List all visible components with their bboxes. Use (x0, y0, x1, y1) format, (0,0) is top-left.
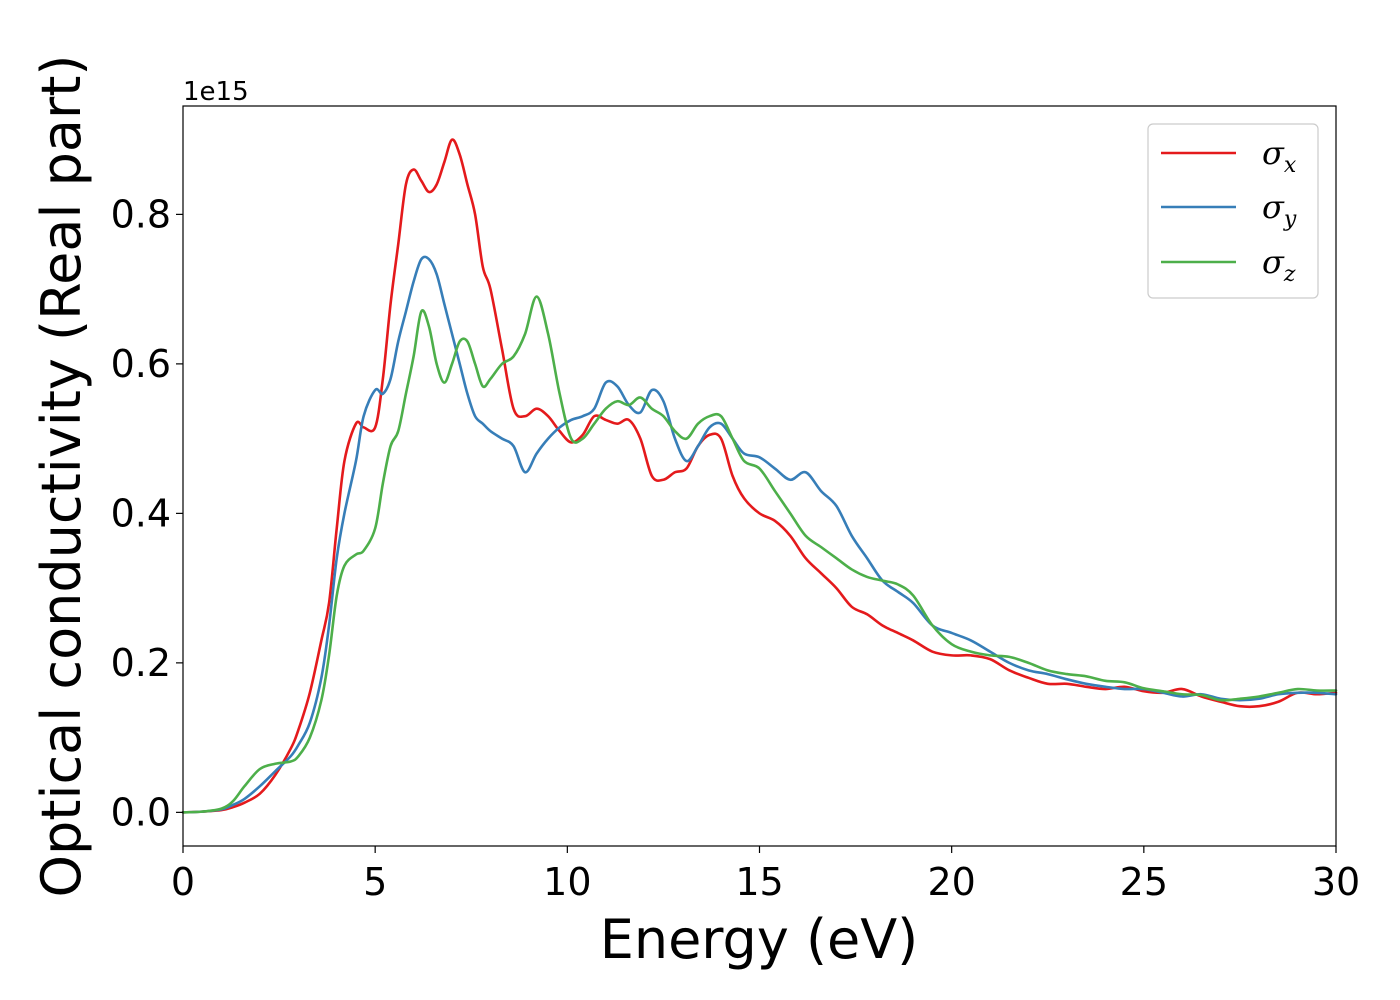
x-tick-label: 20 (927, 860, 975, 904)
x-tick-label: 5 (363, 860, 387, 904)
series-layer (181, 138, 1338, 814)
y-exponent-label: 1e15 (183, 77, 249, 107)
x-axis: 0 5 10 15 20 25 30 (171, 846, 1360, 904)
x-tick-label: 10 (543, 860, 591, 904)
legend-label-subscript: x (1284, 153, 1297, 178)
legend-label-subscript: z (1283, 262, 1296, 287)
x-axis-title: Energy (eV) (600, 908, 919, 971)
y-axis-title: Optical conductivity (Real part) (30, 55, 93, 898)
series-line-z (181, 295, 1338, 814)
y-tick-label: 0.8 (111, 192, 171, 236)
legend-box (1147, 123, 1319, 299)
series-line-y (181, 255, 1338, 814)
y-tick-label: 0.4 (111, 491, 171, 535)
x-tick-label: 15 (735, 860, 783, 904)
y-tick-label: 0.6 (111, 342, 171, 386)
series-line-x (181, 138, 1338, 814)
y-tick-label: 0.0 (111, 790, 171, 834)
x-tick-label: 0 (171, 860, 195, 904)
y-axis: 0.0 0.2 0.4 0.6 0.8 (111, 192, 183, 834)
legend-label-y: σy (1262, 188, 1297, 232)
legend-label-subscript: y (1283, 207, 1297, 232)
y-tick-label: 0.2 (111, 641, 171, 685)
legend-label-x: σx (1262, 134, 1297, 178)
x-tick-label: 30 (1312, 860, 1360, 904)
x-tick-label: 25 (1120, 860, 1168, 904)
